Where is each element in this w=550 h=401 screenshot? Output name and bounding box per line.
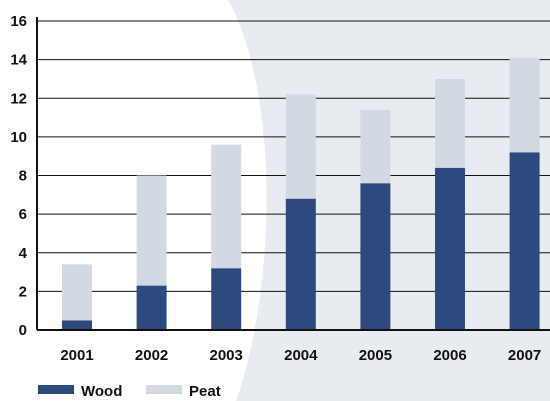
y-axis-ticks: 0 2 4 6 8 10 12 14 16 bbox=[10, 13, 27, 339]
legend-label-peat: Peat bbox=[189, 383, 221, 400]
bar-peat-2005 bbox=[360, 109, 391, 184]
y-tick-label: 10 bbox=[10, 129, 27, 146]
bar-peat-2001 bbox=[62, 264, 92, 321]
bars bbox=[62, 57, 540, 330]
bar-wood-2004 bbox=[285, 198, 316, 330]
legend-label-wood: Wood bbox=[81, 383, 122, 400]
x-tick-label: 2003 bbox=[210, 347, 243, 364]
y-tick-label: 4 bbox=[19, 245, 28, 262]
y-tick-label: 6 bbox=[19, 206, 27, 223]
x-axis-ticks: 2001 2002 2003 2004 2005 2006 2007 bbox=[60, 347, 541, 364]
legend: Wood Peat bbox=[38, 383, 221, 400]
legend-swatch-peat bbox=[146, 385, 182, 394]
bar-wood-2007 bbox=[509, 152, 540, 330]
x-tick-label: 2006 bbox=[433, 347, 466, 364]
x-tick-label: 2002 bbox=[135, 347, 168, 364]
y-tick-label: 0 bbox=[19, 322, 27, 339]
bar-peat-2002 bbox=[136, 175, 167, 286]
bar-wood-2006 bbox=[435, 167, 465, 330]
bar-wood-2005 bbox=[360, 183, 391, 330]
y-tick-label: 14 bbox=[10, 52, 27, 69]
y-tick-label: 2 bbox=[19, 283, 27, 300]
x-tick-label: 2007 bbox=[508, 347, 541, 364]
bar-wood-2003 bbox=[211, 268, 242, 330]
x-tick-label: 2004 bbox=[284, 347, 318, 364]
legend-swatch-wood bbox=[38, 385, 74, 394]
x-tick-label: 2005 bbox=[359, 347, 392, 364]
bar-wood-2001 bbox=[62, 320, 92, 330]
bar-peat-2004 bbox=[285, 94, 316, 199]
bar-peat-2006 bbox=[435, 78, 465, 168]
x-tick-label: 2001 bbox=[60, 347, 93, 364]
bar-peat-2007 bbox=[509, 57, 540, 153]
y-tick-label: 8 bbox=[19, 168, 27, 185]
bar-peat-2003 bbox=[211, 144, 242, 269]
y-tick-label: 12 bbox=[10, 90, 27, 107]
bar-wood-2002 bbox=[136, 285, 167, 330]
y-tick-label: 16 bbox=[10, 13, 27, 30]
